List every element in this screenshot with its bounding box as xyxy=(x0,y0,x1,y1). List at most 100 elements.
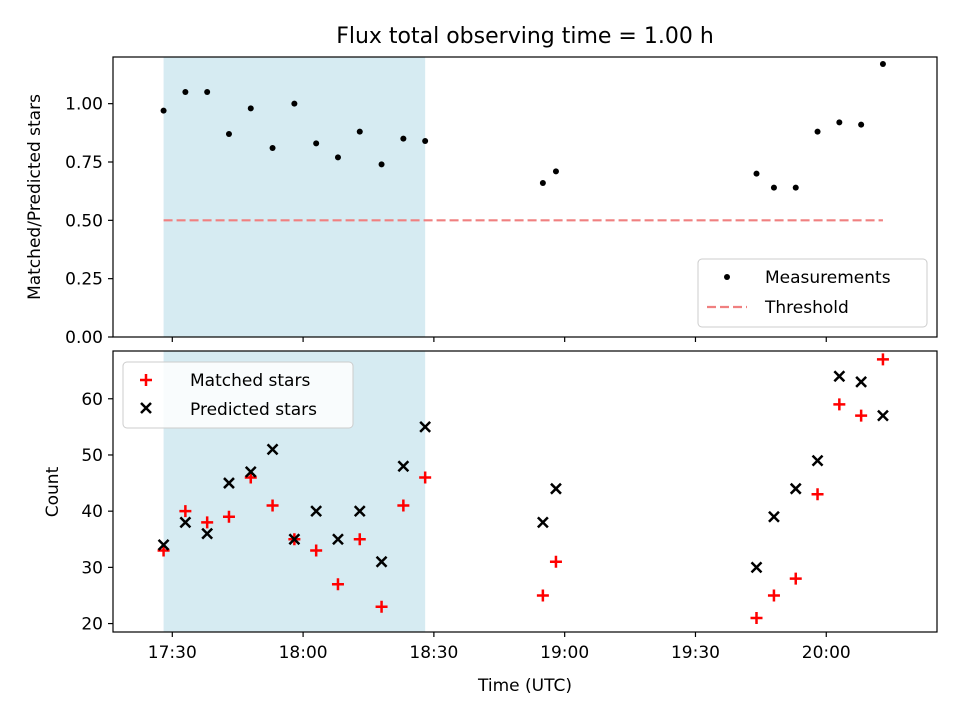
bottom-panel: 20 30 40 50 60 17:30 18:00 18:30 19:00 19:30 20:0… xyxy=(43,350,938,696)
predicted-star-point xyxy=(789,482,802,495)
predicted-star-point xyxy=(310,505,323,518)
measurement-point xyxy=(422,138,429,144)
top-ytick-label: 0.75 xyxy=(65,153,103,173)
measurement-point xyxy=(269,145,276,151)
bottom-ytick-label: 30 xyxy=(81,558,103,578)
xtick-label: 19:00 xyxy=(540,643,589,663)
bottom-ytick-label: 20 xyxy=(81,615,103,635)
bottom-ytick-label: 50 xyxy=(81,446,103,466)
predicted-star-point xyxy=(266,443,279,456)
measurement-point xyxy=(291,100,298,107)
matched-star-point xyxy=(397,499,410,512)
xtick-label: 18:30 xyxy=(409,643,458,663)
measurement-point xyxy=(552,168,559,175)
measurement-point xyxy=(814,128,821,135)
predicted-star-point xyxy=(397,460,410,473)
matched-star-point xyxy=(549,555,562,568)
y-ticks-top: 0.00 0.25 0.50 0.75 1.00 xyxy=(65,95,113,348)
predicted-star-point xyxy=(855,376,868,388)
x-ticks-top xyxy=(171,337,827,342)
top-plot-frame xyxy=(112,56,938,338)
xtick-label: 19:30 xyxy=(671,643,720,663)
measurement-point xyxy=(792,184,799,191)
bottom-legend: Matched stars Predicted stars xyxy=(122,361,354,429)
predicted-star-point xyxy=(353,505,366,518)
predicted-star-point xyxy=(550,482,562,495)
legend-matched-marker xyxy=(140,374,152,386)
measurement-point xyxy=(160,107,167,114)
legend-matched-label: Matched stars xyxy=(190,371,310,391)
measurement-point xyxy=(182,89,189,95)
predicted-star-point xyxy=(201,527,214,540)
measurement-point xyxy=(334,154,341,161)
measurement-point xyxy=(378,161,385,168)
matched-star-point xyxy=(855,409,868,422)
y-ticks-bottom: 20 30 40 50 60 xyxy=(81,390,113,635)
matched-star-point xyxy=(750,611,763,624)
legend-measurements-label: Measurements xyxy=(765,268,891,288)
measurement-point xyxy=(858,121,865,128)
bottom-ytick-label: 60 xyxy=(81,390,103,410)
matched-star-point xyxy=(310,544,323,557)
measurement-point xyxy=(770,184,777,191)
top-legend-box xyxy=(697,258,928,328)
predicted-star-point xyxy=(536,516,549,529)
predicted-star-point xyxy=(375,555,388,568)
predicted-star-point xyxy=(750,561,763,574)
observing-window-shade-top xyxy=(163,57,426,337)
measurement-point xyxy=(247,105,254,112)
measurement-points xyxy=(160,61,886,191)
matched-star-point xyxy=(767,589,780,602)
predicted-star-point xyxy=(223,477,235,489)
xtick-label: 17:30 xyxy=(148,643,197,663)
top-ytick-label: 1.00 xyxy=(65,95,103,115)
predicted-star-point xyxy=(332,533,344,546)
predicted-star-point xyxy=(768,510,780,523)
matched-star-point xyxy=(375,600,388,613)
matched-star-point xyxy=(419,471,432,484)
top-panel: 0.00 0.25 0.50 0.75 1.00 Matched/Predicted s… xyxy=(25,56,938,348)
measurement-point xyxy=(204,89,211,95)
predicted-star-point xyxy=(244,465,257,478)
matched-star-point xyxy=(201,516,214,529)
matched-star-point xyxy=(266,499,279,512)
predicted-star-point xyxy=(833,370,846,383)
x-axis-label: Time (UTC) xyxy=(477,676,572,696)
bottom-y-axis-label: Count xyxy=(43,466,63,517)
measurement-point xyxy=(400,135,407,142)
measurement-point xyxy=(225,131,232,137)
top-legend: Measurements Threshold xyxy=(697,258,928,328)
matched-star-point xyxy=(179,505,192,518)
measurement-point xyxy=(753,170,760,177)
top-y-axis-label: Matched/Predicted stars xyxy=(25,94,45,300)
matched-star-point xyxy=(833,398,846,411)
legend-predicted-label: Predicted stars xyxy=(190,400,317,420)
top-ytick-label: 0.50 xyxy=(65,211,103,231)
xtick-label: 20:00 xyxy=(802,643,851,663)
measurement-point xyxy=(356,128,363,135)
predicted-star-point xyxy=(877,409,889,422)
legend-measurements-marker xyxy=(724,274,730,280)
predicted-star-point xyxy=(419,420,432,433)
xtick-label: 18:00 xyxy=(279,643,328,663)
legend-threshold-label: Threshold xyxy=(764,298,849,318)
top-ytick-label: 0.25 xyxy=(65,270,103,290)
matched-star-point xyxy=(789,572,802,585)
predicted-star-point xyxy=(157,539,170,551)
top-ytick-label: 0.00 xyxy=(65,328,103,348)
matched-star-points xyxy=(157,353,889,624)
matched-star-point xyxy=(353,533,366,546)
predicted-star-point xyxy=(811,454,824,467)
predicted-star-point xyxy=(288,533,301,546)
chart-title: Flux total observing time = 1.00 h xyxy=(336,24,714,49)
matched-star-point xyxy=(331,578,344,591)
bottom-ytick-label: 40 xyxy=(81,502,103,522)
matched-star-point xyxy=(222,510,235,523)
matched-star-point xyxy=(876,353,889,366)
bottom-plot-frame xyxy=(112,350,938,633)
measurement-point xyxy=(539,180,546,186)
predicted-star-point xyxy=(179,516,192,529)
measurement-point xyxy=(313,140,320,147)
